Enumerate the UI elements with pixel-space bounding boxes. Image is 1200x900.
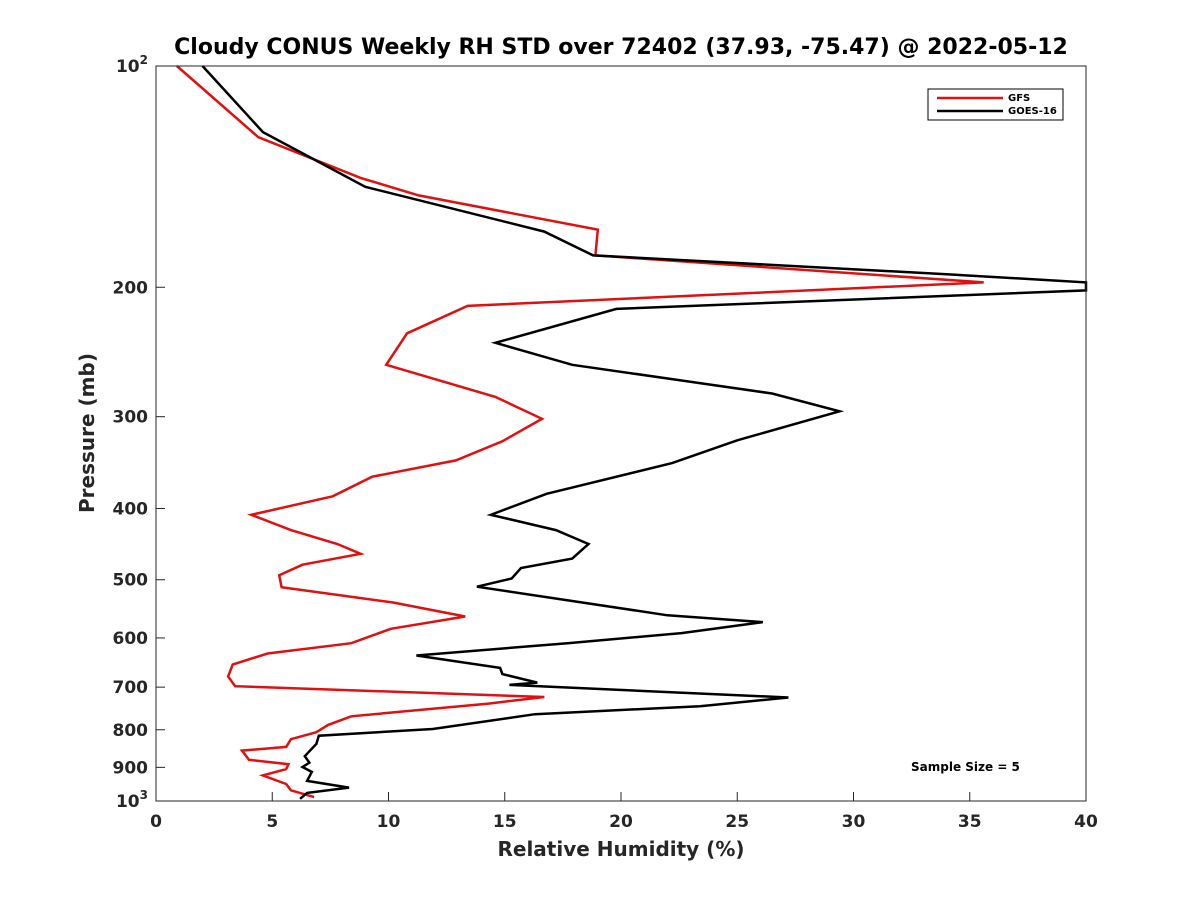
y-tick-label: 900 — [113, 758, 149, 778]
x-tick-label: 25 — [725, 812, 749, 832]
series-line-goes16 — [201, 65, 1088, 800]
y-tick-base: 10 — [116, 57, 140, 77]
y-tick-exponent: 3 — [140, 788, 148, 802]
legend-label-goes16: GOES-16 — [1008, 106, 1057, 117]
sample-size-annotation: Sample Size = 5 — [911, 760, 1020, 774]
x-tick-label: 40 — [1074, 812, 1098, 832]
series-layer — [176, 65, 1088, 800]
y-tick-label: 500 — [113, 571, 149, 591]
legend: GFS GOES-16 — [927, 88, 1064, 121]
x-tick-label: 30 — [842, 812, 866, 832]
y-tick-label: 300 — [113, 408, 149, 428]
y-tick-label: 200 — [113, 278, 149, 298]
x-tick-label: 20 — [609, 812, 633, 832]
series-line-gfs — [176, 65, 984, 799]
y-tick-label: 103 — [116, 788, 148, 812]
y-axis-label: Pressure (mb) — [75, 353, 99, 513]
x-axis: 0 5 10 15 20 25 30 35 40 — [150, 792, 1098, 832]
y-tick-exponent: 2 — [140, 53, 148, 67]
x-tick-label: 0 — [150, 812, 162, 832]
y-tick-label: 102 — [116, 53, 148, 77]
x-tick-label: 10 — [377, 812, 401, 832]
y-tick-label: 400 — [113, 500, 149, 520]
x-tick-label: 15 — [493, 812, 517, 832]
y-tick-label: 600 — [113, 629, 149, 649]
y-tick-label: 800 — [113, 721, 149, 741]
legend-box — [927, 88, 1064, 121]
x-axis-label: Relative Humidity (%) — [497, 837, 744, 861]
x-tick-label: 5 — [266, 812, 278, 832]
y-tick-base: 10 — [116, 792, 140, 812]
y-tick-label: 700 — [113, 678, 149, 698]
chart-title: Cloudy CONUS Weekly RH STD over 72402 (3… — [174, 35, 1068, 60]
legend-label-gfs: GFS — [1008, 93, 1030, 104]
x-tick-label: 35 — [958, 812, 982, 832]
